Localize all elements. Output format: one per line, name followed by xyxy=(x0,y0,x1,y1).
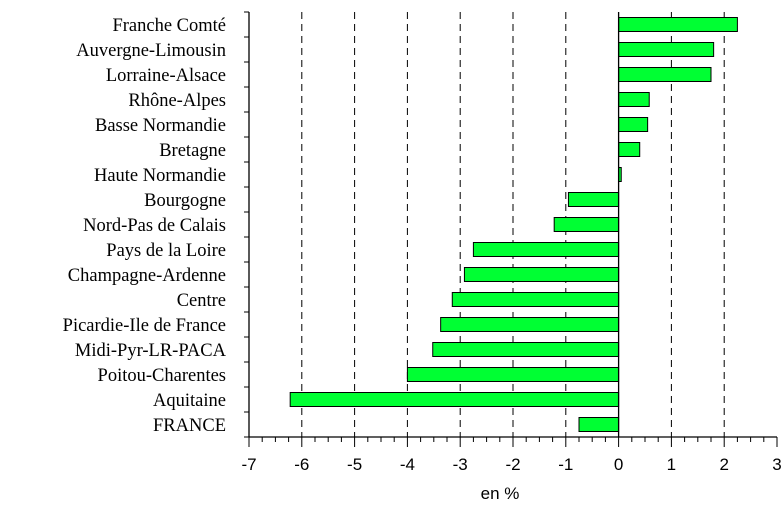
x-tick-label: 2 xyxy=(719,455,728,474)
category-label: Haute Normandie xyxy=(94,166,226,186)
category-label: Lorraine-Alsace xyxy=(106,66,226,86)
category-label: Bourgogne xyxy=(144,191,226,211)
x-tick-label: -7 xyxy=(241,455,256,474)
x-tick-label: -1 xyxy=(558,455,573,474)
bars xyxy=(289,17,738,432)
x-tick-label: -5 xyxy=(347,455,362,474)
category-label: Franche Comté xyxy=(112,16,226,36)
bar xyxy=(451,292,620,307)
bar xyxy=(618,142,641,157)
category-label: Champagne-Ardenne xyxy=(68,266,226,286)
bar xyxy=(406,367,620,382)
bar xyxy=(618,42,715,57)
category-label: Poitou-Charentes xyxy=(98,366,226,386)
bar xyxy=(618,17,738,32)
x-tick-label: 3 xyxy=(772,455,781,474)
bar xyxy=(567,192,620,207)
axes xyxy=(244,11,778,447)
grid-lines xyxy=(301,12,725,437)
bar xyxy=(553,217,620,232)
category-label: Midi-Pyr-LR-PACA xyxy=(75,341,227,361)
category-label: Auvergne-Limousin xyxy=(76,41,226,61)
category-label: Basse Normandie xyxy=(95,116,226,136)
x-tick-label: 0 xyxy=(614,455,623,474)
category-labels: Franche Comté Auvergne-Limousin Lorraine-A… xyxy=(63,16,227,436)
bar xyxy=(289,392,620,407)
category-label: Rhône-Alpes xyxy=(128,91,226,111)
x-tick-label: 1 xyxy=(667,455,676,474)
bar xyxy=(578,417,620,432)
bar xyxy=(618,92,650,107)
category-label: Pays de la Loire xyxy=(106,241,226,261)
bar xyxy=(618,67,712,82)
category-label: Aquitaine xyxy=(153,391,226,411)
category-label: Picardie-Ile de France xyxy=(63,316,226,336)
tick-labels: -7 -6 -5 -4 -3 -2 -1 0 1 2 3 xyxy=(241,455,781,474)
category-label: Bretagne xyxy=(159,141,226,161)
category-label: Centre xyxy=(177,291,226,311)
bar xyxy=(472,242,620,257)
category-label: FRANCE xyxy=(153,416,226,436)
x-tick-label: -4 xyxy=(400,455,415,474)
category-label: Nord-Pas de Calais xyxy=(83,216,226,236)
bar xyxy=(463,267,620,282)
bar xyxy=(618,117,649,132)
x-tick-label: -3 xyxy=(453,455,468,474)
bar xyxy=(440,317,620,332)
bar xyxy=(432,342,620,357)
x-axis-title: en % xyxy=(481,484,520,503)
x-tick-label: -2 xyxy=(505,455,520,474)
x-tick-label: -6 xyxy=(294,455,309,474)
